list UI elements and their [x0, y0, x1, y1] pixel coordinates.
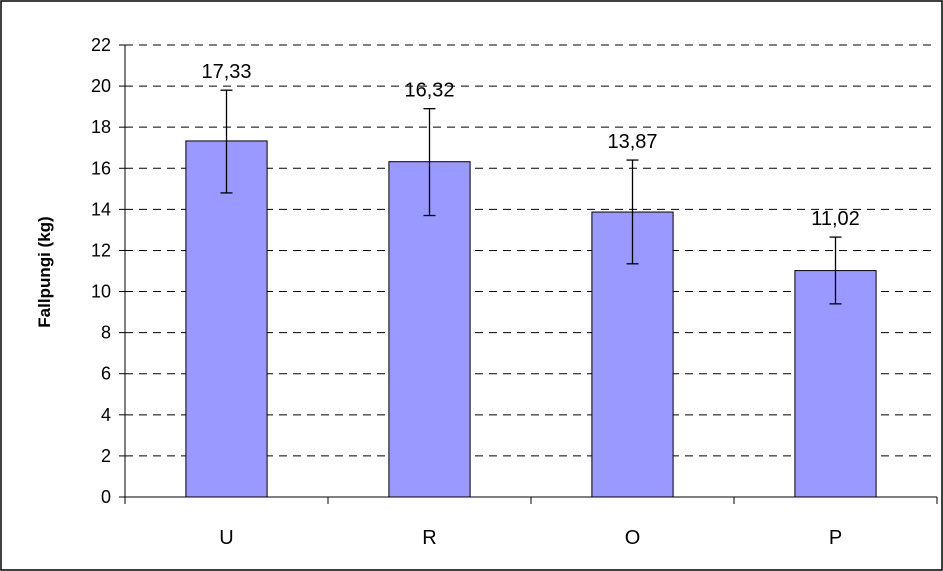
bar-R: [388, 161, 471, 498]
y-tick-label: 0: [101, 487, 111, 507]
data-label: 11,02: [811, 208, 860, 230]
x-tick-label: U: [219, 527, 233, 549]
y-tick-label: 22: [91, 35, 111, 55]
labels: 0 2 4 6 8 10 12 14 16 18 20 22 U R O P 17,33 16,32 13,87 11…: [91, 35, 860, 549]
error-bars: [220, 89, 842, 305]
data-label: 13,87: [607, 131, 657, 153]
bars: [185, 140, 877, 498]
y-tick-label: 8: [101, 323, 111, 343]
bar-U: [185, 140, 268, 498]
y-tick-label: 16: [91, 158, 111, 178]
y-tick-label: 20: [91, 76, 111, 96]
y-tick-label: 18: [91, 117, 111, 137]
axes: [119, 44, 938, 504]
data-label: 17,33: [201, 61, 251, 83]
data-label: 16,32: [404, 80, 454, 102]
y-tick-label: 4: [101, 405, 111, 425]
y-tick-label: 10: [91, 282, 111, 302]
y-tick-label: 2: [101, 446, 111, 466]
x-tick-label: R: [422, 527, 436, 549]
y-tick-label: 6: [101, 364, 111, 384]
x-tick-label: O: [625, 527, 641, 549]
y-tick-label: 12: [91, 240, 111, 260]
x-tick-label: P: [829, 527, 842, 549]
y-tick-label: 14: [91, 199, 111, 219]
bar-P: [794, 270, 877, 498]
y-axis-title: Fallpungi (kg): [35, 216, 54, 327]
